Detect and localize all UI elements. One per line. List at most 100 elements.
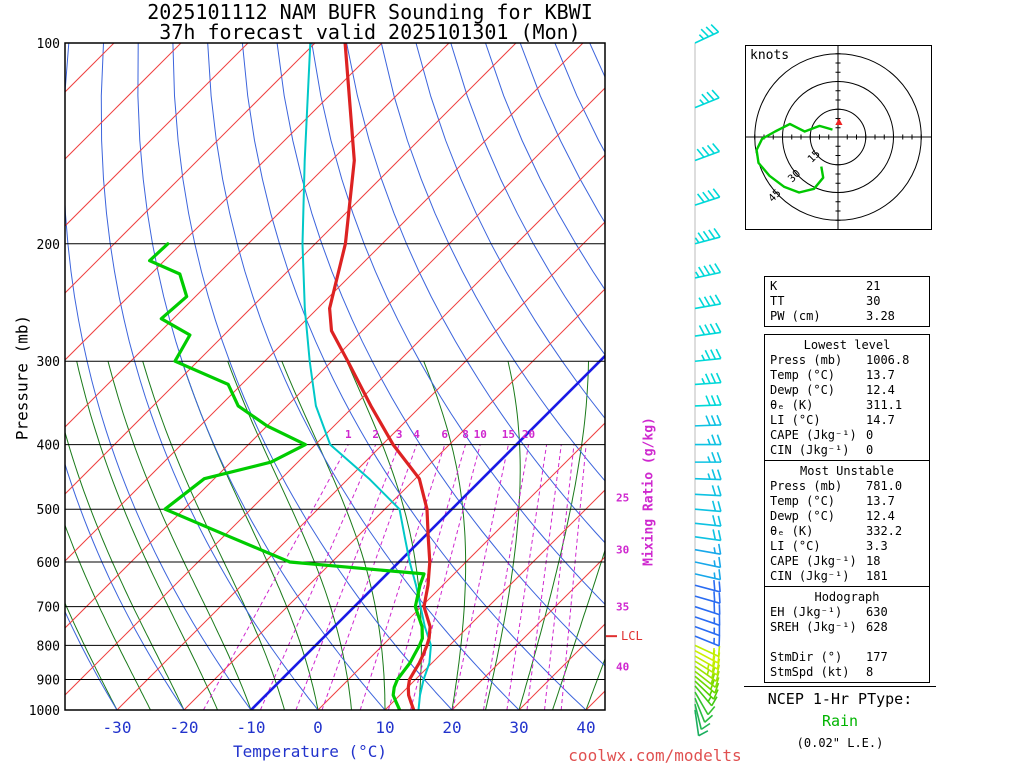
stat-row [770, 635, 924, 650]
wind-barb [694, 635, 721, 647]
mixing-ratio-label: 40 [616, 660, 629, 673]
wind-barb [694, 614, 721, 627]
stat-value: 8 [866, 665, 874, 679]
stat-value: 177 [866, 650, 888, 664]
hodograph-ring-label: 30 [786, 168, 803, 185]
stat-value: 3.28 [866, 309, 895, 323]
wind-barb [694, 625, 721, 637]
stat-label: Press (mb) [770, 479, 843, 493]
stat-value: 30 [866, 294, 881, 308]
stat-row: θₑ (K) 311.1 [770, 398, 924, 413]
ptype-value: Rain [821, 712, 859, 730]
temperature-tick-label: 0 [313, 718, 323, 737]
stat-value: 0 [866, 428, 874, 442]
hodograph-ring [754, 53, 922, 221]
pressure-tick-label: 1000 [29, 704, 60, 719]
wind-barb [694, 556, 722, 569]
wind-barb [694, 372, 722, 386]
wind-barb [694, 515, 722, 527]
wind-barb [694, 485, 722, 497]
temperature-tick-label: 20 [442, 718, 461, 737]
wind-barb [694, 500, 722, 513]
sounding-profiles [148, 43, 432, 710]
mixing-ratio-label: 4 [413, 428, 420, 441]
wind-barb [694, 644, 721, 658]
pressure-tick-label: 900 [37, 673, 60, 688]
mixing-ratio-label: 25 [616, 491, 629, 504]
wind-barb [694, 529, 722, 542]
skewt-background [65, 43, 605, 710]
stat-value: 781.0 [866, 479, 903, 493]
pressure-tick-label: 400 [37, 439, 60, 454]
stat-value: 0 [866, 443, 874, 457]
wind-barb [694, 685, 718, 707]
stat-label: PW (cm) [770, 309, 821, 323]
temperature-axis-label: Temperature (°C) [232, 742, 388, 761]
stat-row: CIN (Jkg⁻¹) 181 [770, 569, 924, 584]
stat-row: CAPE (Jkg⁻¹) 0 [770, 428, 924, 443]
stat-label: Temp (°C) [770, 368, 836, 382]
stat-row: LI (°C) 3.3 [770, 539, 924, 554]
stat-row: CIN (Jkg⁻¹) 0 [770, 443, 924, 458]
stat-label: SREH (Jkg⁻¹) [770, 620, 857, 634]
stat-label: CIN (Jkg⁻¹) [770, 569, 850, 583]
stat-row: LI (°C) 14.7 [770, 413, 924, 428]
mixing-ratio-label: 6 [441, 428, 448, 441]
wind-barb [694, 414, 722, 427]
stat-value: 311.1 [866, 398, 903, 412]
mixing-ratio-label: 20 [522, 428, 535, 441]
wind-barb [694, 322, 722, 337]
stat-row: PW (cm) 3.28 [770, 309, 924, 324]
stat-row: θₑ (K) 332.2 [770, 524, 924, 539]
temperature-tick-label: 40 [576, 718, 595, 737]
wind-barb [694, 579, 721, 593]
wind-barb [694, 89, 720, 109]
stat-label: Dewp (°C) [770, 509, 836, 523]
wind-barb [694, 188, 721, 206]
highlight-isotherm-line [250, 354, 605, 710]
wind-barb [694, 263, 722, 279]
stat-row: Dewp (°C) 12.4 [770, 383, 924, 398]
wind-barb [694, 348, 722, 363]
panel-most-unstable: Most Unstable Press (mb) 781.0 Temp (°C) 13.… [764, 460, 930, 587]
stat-value: 21 [866, 279, 881, 293]
stat-row: Press (mb) 781.0 [770, 479, 924, 494]
ptype-divider [744, 686, 936, 687]
panel-title: Lowest level [803, 338, 891, 352]
stat-label: StmDir (°) [770, 650, 843, 664]
stat-value: 12.4 [866, 383, 895, 397]
hodograph-panel: 15 30 45 knots [745, 45, 932, 230]
stat-label: CAPE (Jkg⁻¹) [770, 428, 857, 442]
wind-barb [694, 543, 722, 556]
wind-barb [694, 591, 721, 605]
stat-label: TT [770, 294, 785, 308]
stat-value: 628 [866, 620, 888, 634]
panel-title: Most Unstable [800, 464, 894, 478]
wind-barb [694, 697, 714, 723]
lcl-label: LCL [621, 629, 643, 643]
watermark-link[interactable]: coolwx.com/modelts [568, 746, 742, 765]
pressure-tick-label: 600 [37, 556, 60, 571]
panel-title: Hodograph [814, 590, 880, 604]
mixing-ratio-label: 35 [616, 601, 629, 614]
pressure-tick-label: 200 [37, 238, 60, 253]
stat-label: θₑ (K) [770, 524, 814, 538]
panel-indices: K 21 TT 30 PW (cm) 3.28 [764, 276, 930, 327]
stat-row: SREH (Jkg⁻¹) 628 [770, 620, 924, 635]
stat-row: TT 30 [770, 294, 924, 309]
wind-barb [694, 469, 722, 481]
stat-label: Temp (°C) [770, 494, 836, 508]
title-line2: 37h forecast valid 2025101301 (Mon) [159, 20, 581, 44]
pressure-tick-label: 500 [37, 503, 60, 518]
wind-barb [694, 24, 720, 44]
stat-row: Temp (°C) 13.7 [770, 368, 924, 383]
mixing-ratio-label: 2 [372, 428, 379, 441]
stat-label: LI (°C) [770, 413, 821, 427]
temperature-tick-label: -20 [170, 718, 199, 737]
hodograph-ring [809, 108, 867, 166]
mixing-ratio-label: 3 [396, 428, 403, 441]
stat-label: CIN (Jkg⁻¹) [770, 443, 850, 457]
stat-label: StmSpd (kt) [770, 665, 850, 679]
temperature-tick-label: -30 [103, 718, 132, 737]
